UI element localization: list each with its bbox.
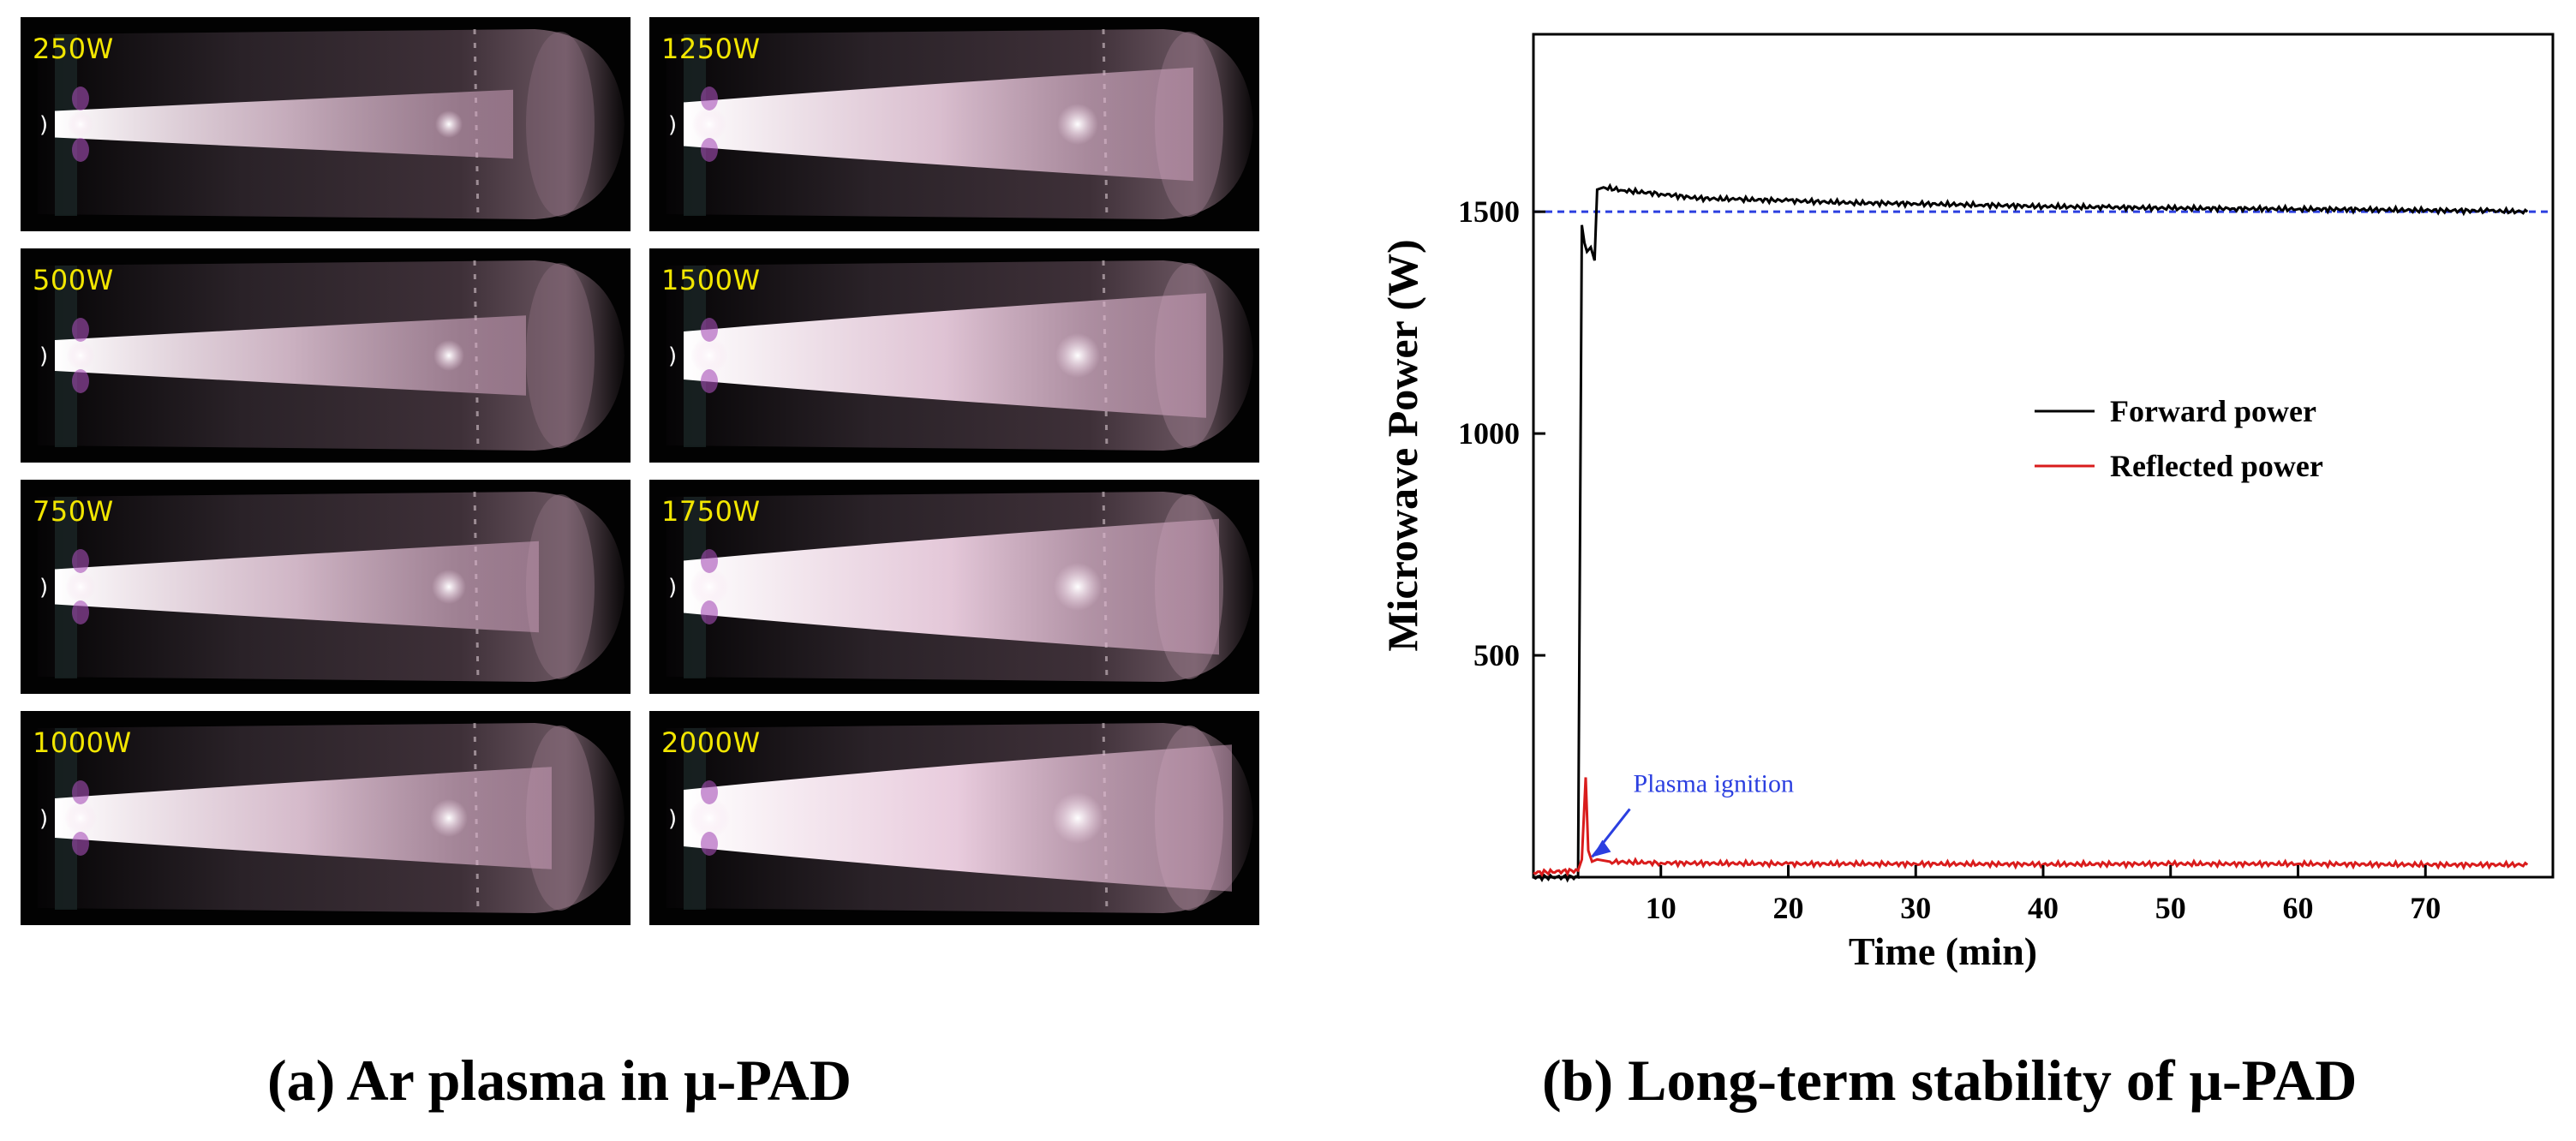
photo-power-label: 1000W [33, 726, 132, 759]
plasma-image: ) [21, 17, 631, 231]
svg-text:): ) [668, 112, 677, 138]
svg-text:): ) [668, 806, 677, 832]
svg-text:): ) [39, 575, 48, 600]
x-tick-label: 10 [1646, 891, 1676, 925]
svg-text:): ) [39, 112, 48, 138]
annotation-text: Plasma ignition [1633, 769, 1794, 798]
photo-power-label: 1750W [661, 495, 761, 528]
plasma-photo-grid: ) 250W) 1250W) 500W) 1500W) 750W) 1750W) 1000W)… [21, 17, 1271, 942]
plasma-image: ) [21, 711, 631, 925]
y-axis-label: Microwave Power (W) [1378, 239, 1426, 651]
x-tick-label: 70 [2410, 891, 2441, 925]
plasma-photo: ) 2000W [649, 711, 1259, 925]
plot-frame [1532, 33, 2555, 879]
plasma-image: ) [649, 480, 1259, 694]
x-tick-label: 40 [2028, 891, 2059, 925]
photo-power-label: 1500W [661, 264, 761, 296]
photo-power-label: 1250W [661, 33, 761, 65]
annotation-arrowhead [1592, 839, 1611, 857]
legend-label: Reflected power [2110, 449, 2323, 483]
plasma-photo: ) 1750W [649, 480, 1259, 694]
power-stability-chart: 10 20 30 40 50 60 70 500 1000 1500 Forward power R… [1378, 33, 2555, 973]
legend-label: Forward power [2110, 394, 2316, 428]
plasma-image: ) [21, 248, 631, 463]
svg-text:): ) [668, 575, 677, 600]
plasma-photo: ) 1500W [649, 248, 1259, 463]
panel-b-caption: (b) Long-term stability of μ-PAD [1542, 1048, 2358, 1113]
series-line [1533, 182, 2529, 883]
x-tick-label: 20 [1773, 891, 1804, 925]
plasma-image: ) [649, 248, 1259, 463]
x-axis-label: Time (min) [1849, 929, 2037, 973]
x-tick-label: 30 [1900, 891, 1931, 925]
photo-power-label: 2000W [661, 726, 761, 759]
photo-power-label: 750W [33, 495, 114, 528]
plasma-photo: ) 750W [21, 480, 631, 694]
photo-power-label: 250W [33, 33, 114, 65]
plasma-image: ) [649, 17, 1259, 231]
photo-power-label: 500W [33, 264, 114, 296]
y-tick-label: 1000 [1458, 416, 1520, 451]
plasma-image: ) [21, 480, 631, 694]
series-line [1533, 777, 2529, 878]
svg-text:): ) [39, 343, 48, 369]
panel-a-caption: (a) Ar plasma in μ-PAD [267, 1048, 852, 1113]
x-tick-label: 50 [2155, 891, 2186, 925]
svg-text:): ) [39, 806, 48, 832]
plasma-image: ) [649, 711, 1259, 925]
plasma-photo: ) 1250W [649, 17, 1259, 231]
plasma-photo: ) 250W [21, 17, 631, 231]
x-tick-label: 60 [2283, 891, 2314, 925]
y-tick-label: 1500 [1458, 194, 1520, 229]
y-tick-label: 500 [1473, 638, 1520, 672]
plasma-photo: ) 1000W [21, 711, 631, 925]
plasma-photo: ) 500W [21, 248, 631, 463]
svg-text:): ) [668, 343, 677, 369]
